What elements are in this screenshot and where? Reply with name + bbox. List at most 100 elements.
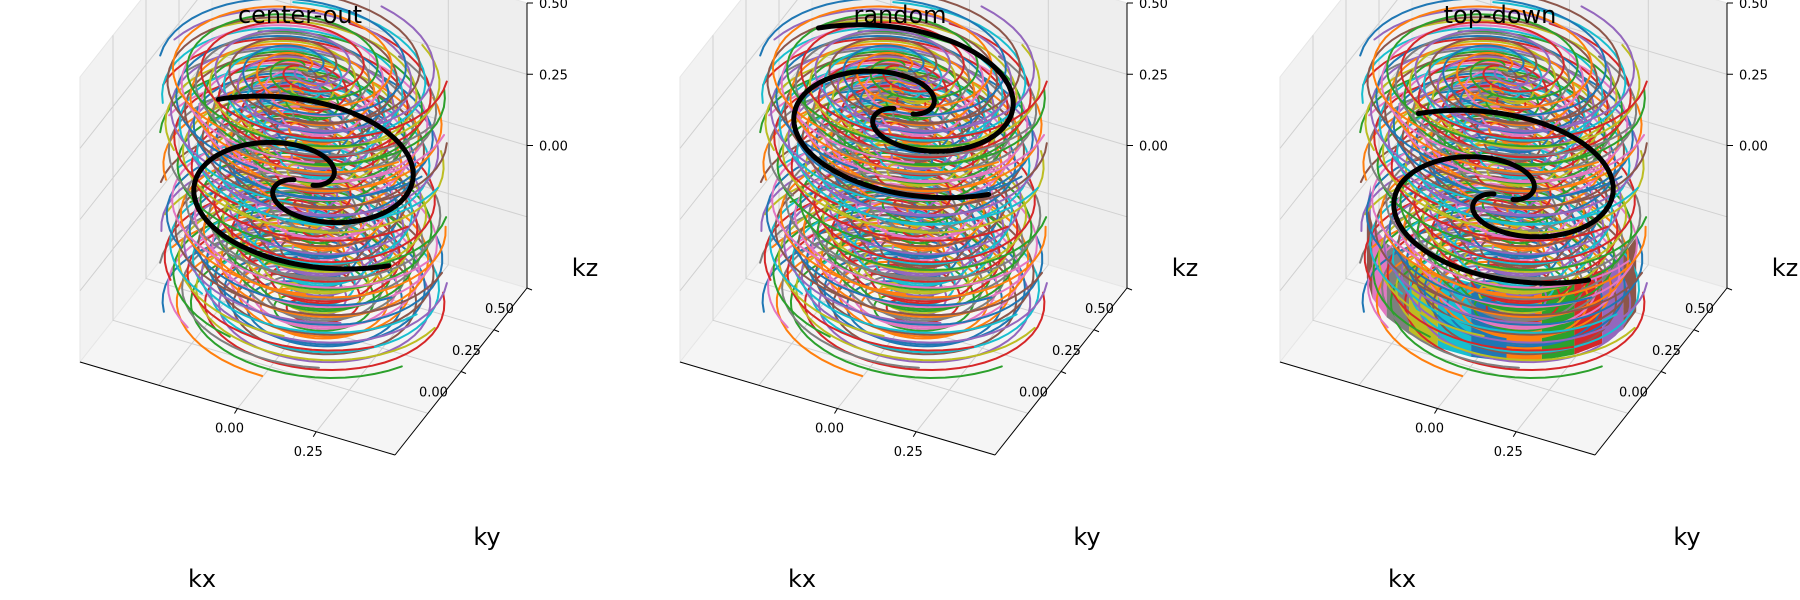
x-tick xyxy=(912,431,917,438)
grid-z-2 xyxy=(1279,0,1728,149)
y-tick xyxy=(493,329,500,333)
spiral-arm xyxy=(800,21,1048,140)
spiral-arm xyxy=(759,128,1008,248)
spiral-arm xyxy=(1375,34,1590,170)
panel-title: random xyxy=(853,1,946,29)
spiral-arm xyxy=(1389,249,1603,380)
y-tick xyxy=(526,287,533,291)
spiral-arm xyxy=(814,5,1036,132)
spiral-arm xyxy=(1371,5,1593,132)
highlight-spiral-arm-1 xyxy=(1415,107,1616,240)
z-tick-label: 0.25 xyxy=(539,68,568,83)
x-axis-label: kx xyxy=(1388,565,1416,593)
spiral-arm xyxy=(166,16,399,125)
grid-y-0 xyxy=(712,35,1029,414)
y-tick xyxy=(1693,329,1700,333)
x-tick-label: 0.00 xyxy=(815,422,844,437)
y-axis-label: ky xyxy=(473,523,500,551)
grid-z-2 xyxy=(679,0,1128,149)
spiral-arm xyxy=(1382,94,1583,233)
spiral-arm xyxy=(228,0,421,124)
spiral-arm xyxy=(794,32,1034,157)
spiral-arm xyxy=(1412,55,1638,175)
panel-title: center-out xyxy=(238,1,362,29)
highlight-spiral-arm-0 xyxy=(1391,154,1592,286)
y-tick xyxy=(1726,287,1733,291)
z-tick-label: 0.50 xyxy=(1139,0,1168,12)
spiral-arm xyxy=(227,120,422,256)
y-tick-label: 0.50 xyxy=(1085,302,1114,317)
spiral-arm xyxy=(171,5,393,132)
spiral-arm xyxy=(1427,120,1622,256)
spiral-arm xyxy=(1414,5,1636,132)
grid-z-2 xyxy=(79,0,528,149)
z-tick-label: 0.00 xyxy=(539,140,568,155)
spiral-arm xyxy=(1386,13,1579,148)
spiral-arm xyxy=(775,34,990,170)
x-tick-label: 0.25 xyxy=(1494,445,1523,460)
spiral-arm xyxy=(1400,21,1648,140)
x-axis-label: kx xyxy=(188,565,216,593)
panel-center-out: 0.00 0.25 0.00 0.25 0.50 0.50 0.25 0.00 kx ky kz ce… xyxy=(79,0,599,593)
spiral-arm xyxy=(797,194,1043,317)
z-axis-label: kz xyxy=(1772,254,1799,282)
spiral-arm xyxy=(1366,16,1599,125)
y-tick xyxy=(1660,371,1667,374)
y-tick-label: 0.25 xyxy=(452,344,481,359)
z-axis-label: kz xyxy=(572,254,599,282)
z-tick-label: 0.00 xyxy=(1139,140,1168,155)
x-tick xyxy=(234,408,238,414)
y-tick-label: 0.25 xyxy=(1652,344,1681,359)
spiral-arm xyxy=(766,16,999,125)
spiral-arm xyxy=(180,24,385,164)
spiral-arm xyxy=(186,13,379,148)
spiral-arm xyxy=(1389,42,1599,174)
panel-top-down: 0.00 0.25 0.00 0.25 0.50 0.50 0.25 0.00 kx ky kz to… xyxy=(1279,0,1799,593)
panel-title: top-down xyxy=(1444,1,1557,29)
x-tick xyxy=(834,408,838,414)
spiral-arm xyxy=(759,0,1007,116)
spiral-arm xyxy=(771,5,993,132)
spiral-arm xyxy=(194,163,430,289)
z-tick-label: 0.50 xyxy=(1739,0,1768,12)
y-tick-label: 0.00 xyxy=(1019,386,1048,401)
spiral-arm xyxy=(175,34,390,170)
grid-y-0 xyxy=(1312,35,1629,414)
z-axis-label: kz xyxy=(1172,254,1199,282)
spiral-arm xyxy=(789,42,999,174)
highlight-spiral-arm-1 xyxy=(815,22,1016,154)
spiral-arm xyxy=(1359,0,1607,116)
spiral-arm xyxy=(1428,0,1621,124)
spiral-arm xyxy=(194,32,434,157)
spiral-arm xyxy=(779,155,985,296)
spiral-arm xyxy=(197,194,443,317)
y-tick xyxy=(460,371,467,374)
panel-random: 0.00 0.25 0.00 0.25 0.50 0.50 0.25 0.00 kx ky kz ra… xyxy=(679,0,1199,593)
spiral-arm xyxy=(827,120,1022,256)
spiral-arm xyxy=(189,249,403,380)
x-tick-label: 0.00 xyxy=(215,422,244,437)
x-axis-label: kx xyxy=(788,565,816,593)
spiral-arm xyxy=(789,249,1003,380)
spiral-arm xyxy=(214,5,436,132)
x-tick xyxy=(1434,408,1438,414)
y-tick xyxy=(1060,371,1067,374)
spiral-arm xyxy=(159,128,408,248)
y-tick-label: 0.00 xyxy=(1619,386,1648,401)
z-tick-label: 0.50 xyxy=(539,0,568,12)
y-axis-label: ky xyxy=(1673,523,1700,551)
z-tick-label: 0.25 xyxy=(1739,68,1768,83)
spiral-arm xyxy=(1359,128,1608,248)
spiral-arm xyxy=(200,21,448,140)
x-tick-label: 0.25 xyxy=(894,445,923,460)
spiral-arm xyxy=(212,55,438,175)
spiral-arm xyxy=(159,0,407,116)
y-tick xyxy=(1126,287,1133,291)
x-tick-label: 0.00 xyxy=(1415,422,1444,437)
spiral-arm xyxy=(786,13,979,148)
highlight-spiral-arm-0 xyxy=(191,139,392,272)
spiral-arm xyxy=(794,163,1030,289)
highlight-spiral-arm-1 xyxy=(215,93,416,226)
y-tick-label: 0.00 xyxy=(419,386,448,401)
spiral-arm xyxy=(1394,32,1634,157)
